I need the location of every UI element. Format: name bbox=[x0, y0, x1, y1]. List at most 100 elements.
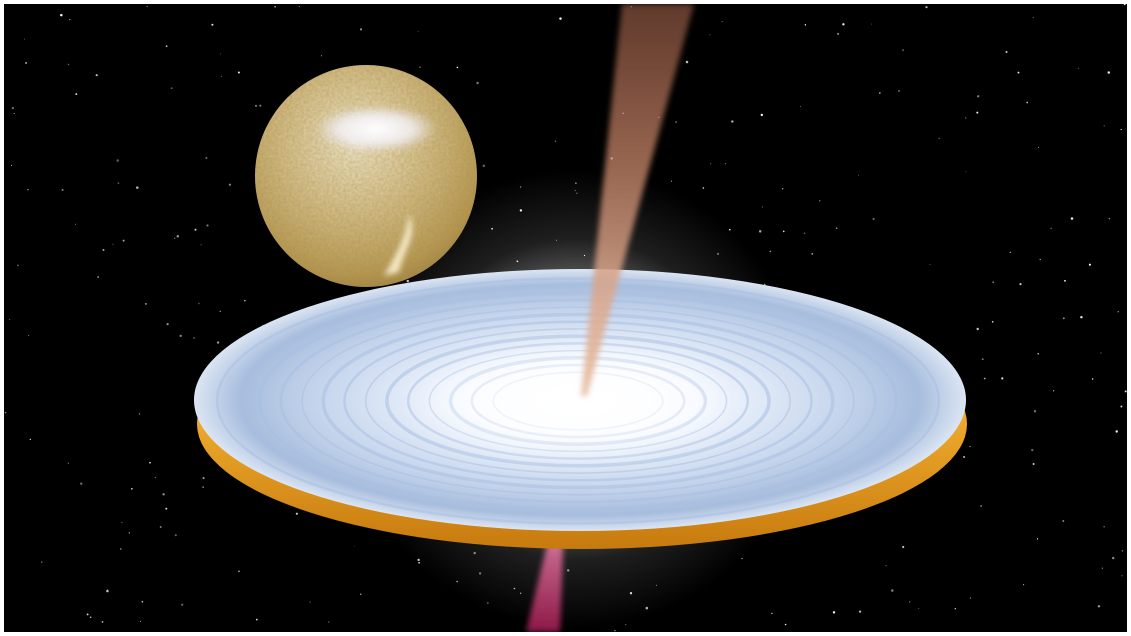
star bbox=[149, 461, 151, 464]
star bbox=[122, 239, 125, 242]
star bbox=[832, 611, 836, 614]
star bbox=[891, 589, 894, 592]
disk-ripple bbox=[321, 312, 835, 490]
star bbox=[836, 227, 838, 229]
star bbox=[25, 61, 28, 65]
star bbox=[976, 111, 979, 114]
star bbox=[120, 548, 122, 550]
star bbox=[1108, 217, 1111, 220]
star bbox=[309, 601, 311, 603]
star bbox=[274, 5, 276, 8]
disk-ripple bbox=[237, 284, 919, 518]
star bbox=[328, 621, 330, 623]
star bbox=[181, 603, 184, 606]
star bbox=[1088, 263, 1091, 266]
star bbox=[909, 601, 911, 603]
star bbox=[991, 321, 994, 323]
star bbox=[1115, 430, 1118, 433]
star bbox=[554, 140, 557, 142]
star bbox=[969, 597, 972, 599]
star bbox=[1009, 251, 1011, 253]
star bbox=[146, 6, 148, 7]
star bbox=[154, 476, 156, 478]
star bbox=[1032, 462, 1035, 466]
star bbox=[954, 608, 956, 610]
star bbox=[1097, 605, 1101, 608]
star bbox=[75, 93, 78, 96]
star bbox=[836, 32, 840, 36]
star bbox=[1101, 567, 1103, 569]
disk-ripple bbox=[343, 320, 813, 482]
star bbox=[23, 38, 26, 40]
star bbox=[128, 532, 130, 534]
star bbox=[725, 163, 727, 165]
disk-ripple bbox=[385, 334, 771, 468]
star bbox=[1017, 71, 1020, 74]
star bbox=[977, 95, 980, 98]
star bbox=[1050, 227, 1052, 229]
star bbox=[176, 235, 180, 238]
star bbox=[1039, 258, 1041, 261]
star bbox=[1100, 352, 1102, 354]
star bbox=[799, 106, 802, 108]
star bbox=[9, 319, 11, 321]
star bbox=[194, 228, 197, 231]
star bbox=[170, 87, 173, 89]
star bbox=[1062, 317, 1065, 320]
star bbox=[872, 217, 875, 221]
star bbox=[417, 30, 419, 32]
star bbox=[675, 121, 678, 123]
disk-ripple bbox=[257, 291, 899, 511]
star bbox=[976, 327, 979, 331]
star bbox=[238, 570, 240, 573]
star bbox=[858, 174, 860, 176]
star bbox=[1121, 550, 1124, 552]
star bbox=[1062, 520, 1065, 522]
star bbox=[992, 281, 995, 284]
star bbox=[101, 620, 104, 623]
star bbox=[255, 105, 257, 107]
star bbox=[1080, 315, 1083, 319]
star bbox=[804, 24, 807, 26]
star bbox=[116, 159, 119, 162]
star bbox=[67, 462, 69, 464]
star bbox=[965, 171, 967, 173]
star bbox=[359, 28, 363, 31]
star bbox=[1001, 377, 1004, 380]
star bbox=[482, 164, 486, 168]
star bbox=[1107, 71, 1111, 74]
star bbox=[200, 244, 202, 246]
star bbox=[107, 589, 109, 591]
star bbox=[89, 616, 92, 618]
star bbox=[41, 561, 43, 563]
star bbox=[758, 230, 762, 233]
star bbox=[112, 243, 114, 245]
star bbox=[198, 302, 200, 305]
star bbox=[476, 81, 479, 85]
star bbox=[1120, 405, 1123, 408]
star bbox=[131, 488, 133, 490]
star bbox=[670, 180, 672, 182]
star bbox=[1023, 584, 1025, 586]
star bbox=[106, 589, 109, 593]
disk-ripple bbox=[301, 306, 855, 496]
star bbox=[1103, 526, 1105, 528]
star bbox=[1031, 448, 1034, 452]
star bbox=[117, 182, 120, 184]
star bbox=[1123, 4, 1126, 6]
star bbox=[211, 23, 214, 26]
star bbox=[702, 187, 705, 189]
star bbox=[255, 618, 258, 621]
star bbox=[121, 521, 123, 524]
star bbox=[918, 608, 920, 610]
space-scene bbox=[4, 4, 1127, 632]
accretion-disk bbox=[194, 269, 967, 549]
star bbox=[456, 66, 459, 69]
star bbox=[159, 526, 162, 528]
star bbox=[11, 164, 12, 166]
star bbox=[559, 17, 562, 20]
star bbox=[165, 507, 168, 510]
star bbox=[295, 512, 299, 515]
star bbox=[13, 113, 15, 114]
star bbox=[205, 156, 208, 160]
